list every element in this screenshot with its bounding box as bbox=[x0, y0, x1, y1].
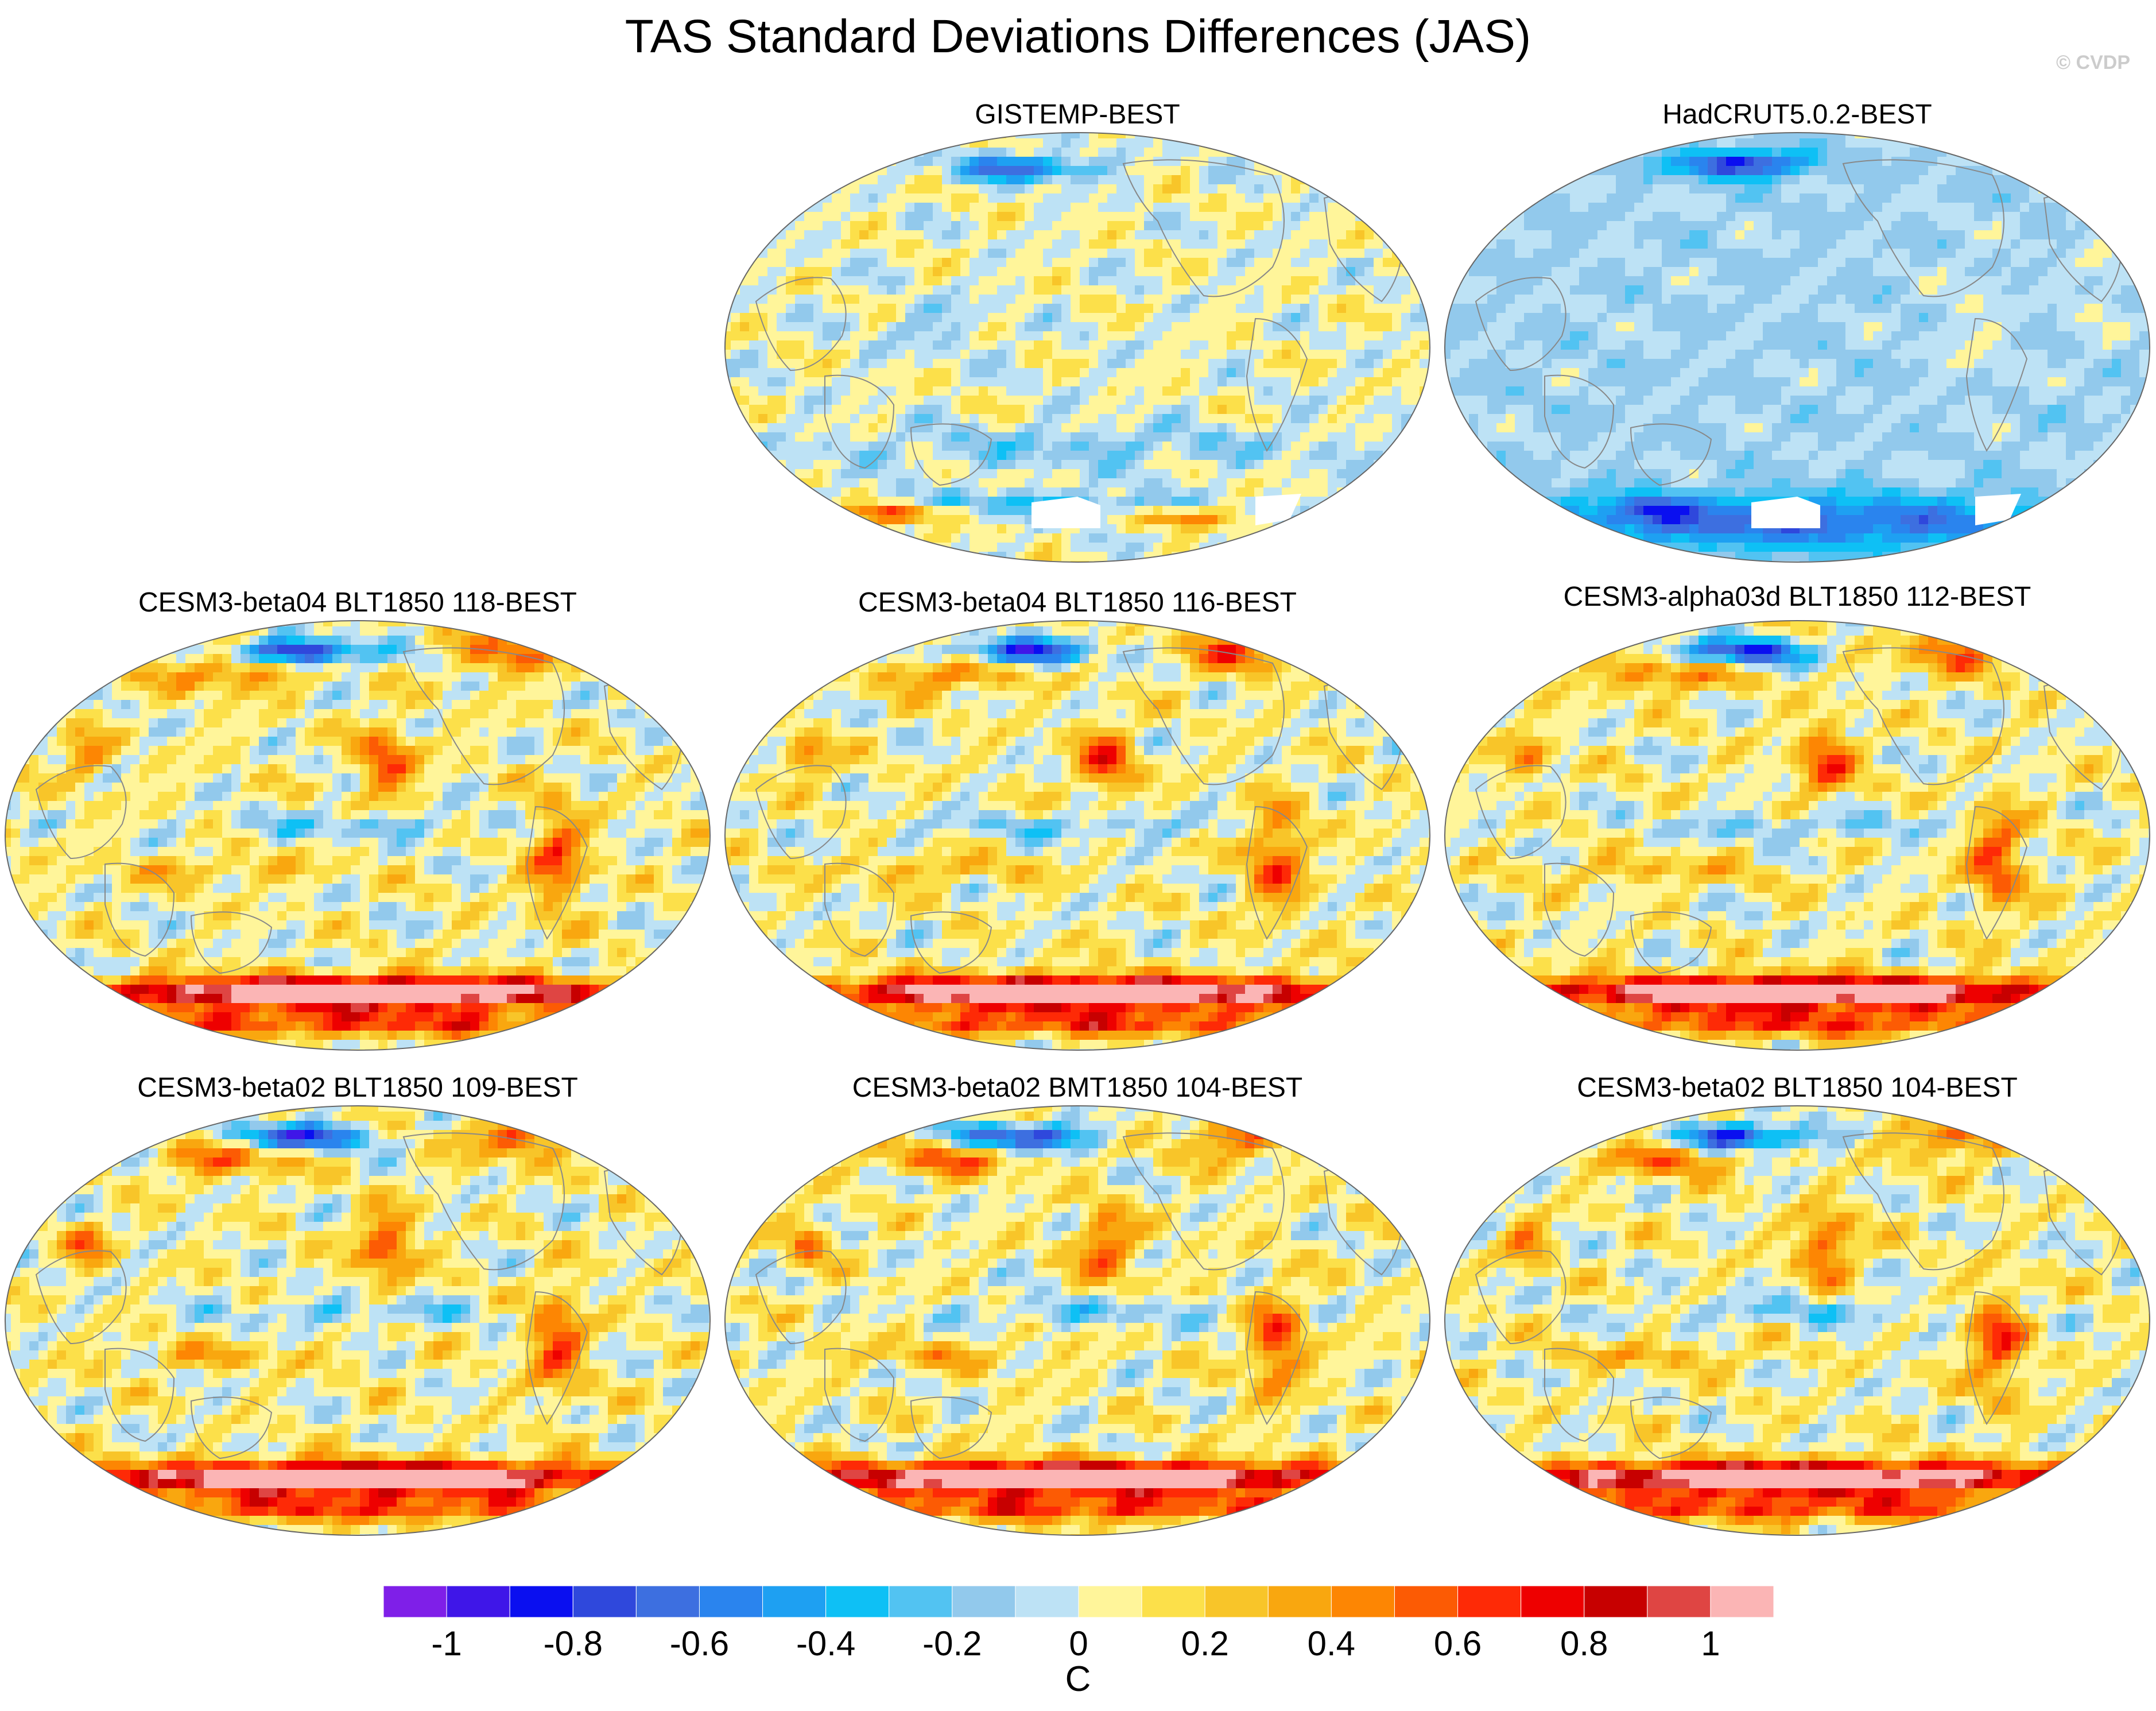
map-field-m116 bbox=[725, 621, 1430, 1050]
colorbar-swatch bbox=[889, 1585, 953, 1618]
panel-title-m104bmt: CESM3-beta02 BMT1850 104-BEST bbox=[722, 1072, 1433, 1104]
map-field-m109 bbox=[5, 1106, 710, 1535]
map-hadcrut bbox=[1444, 132, 2150, 563]
colorbar-swatch bbox=[825, 1585, 890, 1618]
copyright-label: © CVDP bbox=[2056, 52, 2130, 74]
colorbar-tick-label: 0.4 bbox=[1308, 1624, 1355, 1663]
colorbar-tick-label: 0 bbox=[1069, 1624, 1088, 1663]
map-m116 bbox=[724, 620, 1430, 1051]
map-m112 bbox=[1444, 620, 2150, 1051]
map-border bbox=[724, 620, 1430, 1051]
colorbar-swatch bbox=[509, 1585, 573, 1618]
map-field-m112 bbox=[1445, 621, 2150, 1050]
colorbar-tick-label: -1 bbox=[431, 1624, 462, 1663]
colorbar-swatch bbox=[1267, 1585, 1332, 1618]
colorbar-swatch bbox=[1078, 1585, 1142, 1618]
colorbar-swatch bbox=[1457, 1585, 1522, 1618]
colorbar-swatch bbox=[572, 1585, 637, 1618]
map-field-hadcrut bbox=[1445, 133, 2150, 562]
panel-title-m116: CESM3-beta04 BLT1850 116-BEST bbox=[722, 587, 1433, 619]
map-gistemp bbox=[724, 132, 1430, 563]
map-border bbox=[724, 1105, 1430, 1536]
colorbar-tick-label: 0.8 bbox=[1560, 1624, 1608, 1663]
colorbar-swatch bbox=[1521, 1585, 1585, 1618]
map-field-gistemp bbox=[725, 133, 1430, 562]
colorbar-swatch bbox=[635, 1585, 700, 1618]
map-field-m118 bbox=[5, 621, 710, 1050]
map-border bbox=[1444, 620, 2150, 1051]
map-border bbox=[1444, 1105, 2150, 1536]
map-border bbox=[1444, 132, 2150, 563]
map-border bbox=[5, 620, 711, 1051]
colorbar-tick-label: 0.6 bbox=[1434, 1624, 1482, 1663]
map-border bbox=[5, 1105, 711, 1536]
colorbar-swatch bbox=[699, 1585, 763, 1618]
colorbar-swatch bbox=[762, 1585, 827, 1618]
map-m118 bbox=[5, 620, 711, 1051]
panel-title-hadcrut: HadCRUT5.0.2-BEST bbox=[1441, 99, 2153, 131]
colorbar-units-label: C bbox=[0, 1659, 2156, 1700]
panel-title-gistemp: GISTEMP-BEST bbox=[722, 99, 1433, 131]
colorbar-tick-label: -0.4 bbox=[796, 1624, 855, 1663]
map-field-m104bmt bbox=[725, 1106, 1430, 1535]
colorbar-swatch bbox=[1015, 1585, 1079, 1618]
colorbar-tick-label: -0.8 bbox=[544, 1624, 603, 1663]
panel-title-m112: CESM3-alpha03d BLT1850 112-BEST bbox=[1441, 581, 2153, 613]
map-m109 bbox=[5, 1105, 711, 1536]
colorbar-swatch bbox=[1710, 1585, 1774, 1618]
map-border bbox=[724, 132, 1430, 563]
colorbar-swatch bbox=[1647, 1585, 1711, 1618]
colorbar-tick-label: 0.2 bbox=[1181, 1624, 1228, 1663]
colorbar-tick-label: -0.2 bbox=[922, 1624, 982, 1663]
colorbar-swatch bbox=[952, 1585, 1016, 1618]
map-m104blt bbox=[1444, 1105, 2150, 1536]
colorbar-swatch bbox=[1141, 1585, 1205, 1618]
map-m104bmt bbox=[724, 1105, 1430, 1536]
colorbar-tick-label: 1 bbox=[1701, 1624, 1720, 1663]
colorbar-swatch bbox=[1584, 1585, 1648, 1618]
colorbar-swatch bbox=[446, 1585, 510, 1618]
panel-title-m104blt: CESM3-beta02 BLT1850 104-BEST bbox=[1441, 1072, 2153, 1104]
map-field-m104blt bbox=[1445, 1106, 2150, 1535]
colorbar-swatch bbox=[1394, 1585, 1459, 1618]
colorbar-tick-label: -0.6 bbox=[670, 1624, 729, 1663]
figure-title: TAS Standard Deviations Differences (JAS… bbox=[0, 8, 2156, 65]
colorbar-swatch bbox=[1204, 1585, 1269, 1618]
panel-title-m109: CESM3-beta02 BLT1850 109-BEST bbox=[2, 1072, 714, 1104]
colorbar-swatch bbox=[1331, 1585, 1395, 1618]
panel-title-m118: CESM3-beta04 BLT1850 118-BEST bbox=[2, 587, 714, 619]
colorbar-swatch bbox=[383, 1585, 447, 1618]
